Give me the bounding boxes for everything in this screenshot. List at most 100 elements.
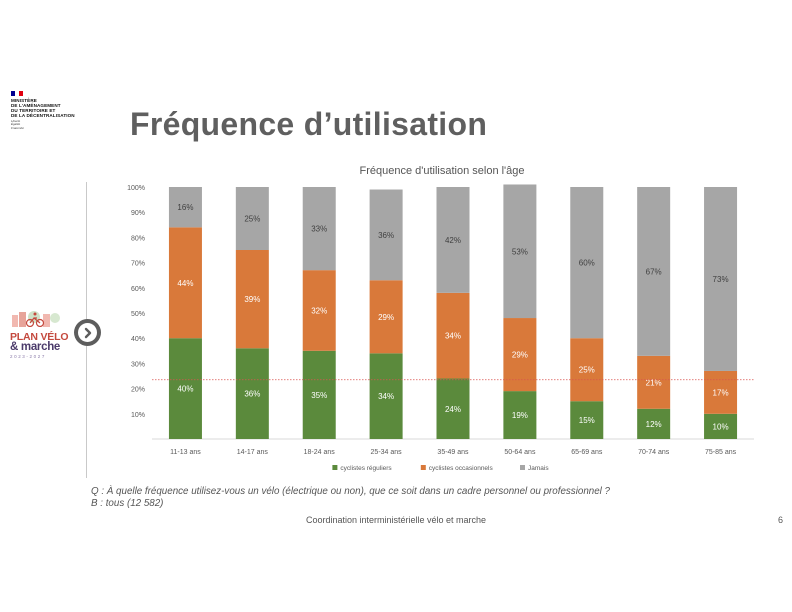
data-label: 25% bbox=[244, 215, 260, 224]
logo-line-3: 2023-2027 bbox=[10, 354, 46, 359]
survey-question: Q : À quelle fréquence utilisez-vous un … bbox=[91, 486, 610, 510]
legend: cyclistes réguliers cyclistes occasionnel… bbox=[332, 465, 549, 472]
legend-label: Jamais bbox=[528, 465, 549, 472]
legend-swatch bbox=[520, 465, 525, 470]
bar-segment bbox=[436, 187, 470, 293]
chevron-right-icon bbox=[84, 327, 91, 338]
base-text: B : tous (12 582) bbox=[91, 498, 164, 509]
legend-swatch bbox=[332, 465, 338, 470]
data-label: 44% bbox=[177, 279, 193, 288]
legend-swatch bbox=[420, 465, 426, 470]
data-label: 34% bbox=[445, 332, 461, 341]
y-tick-label: 30% bbox=[131, 361, 145, 368]
data-label: 16% bbox=[177, 203, 193, 212]
data-label: 73% bbox=[713, 275, 729, 284]
chart-title: Fréquence d'utilisation selon l'âge bbox=[359, 165, 524, 177]
plan-velo-logo: PLAN VÉLO & marche 2023-2027 bbox=[10, 309, 70, 359]
bar-segment bbox=[436, 292, 470, 379]
data-label: 53% bbox=[512, 247, 528, 256]
bar-segment bbox=[637, 355, 671, 409]
y-tick-label: 40% bbox=[131, 336, 145, 343]
bar-segment bbox=[436, 378, 470, 439]
data-label: 67% bbox=[646, 267, 662, 276]
data-label: 29% bbox=[512, 351, 528, 360]
bar-segment bbox=[503, 184, 537, 319]
bar-segment bbox=[235, 250, 269, 349]
x-tick-label: 14-17 ans bbox=[237, 449, 269, 456]
y-tick-label: 100% bbox=[127, 185, 145, 192]
x-tick-label: 65-69 ans bbox=[571, 449, 603, 456]
bar-segment bbox=[235, 187, 269, 250]
footer-text: Coordination interministérielle vélo et … bbox=[305, 515, 487, 525]
motto-line-2: Égalité bbox=[11, 122, 21, 127]
y-tick-label: 20% bbox=[131, 387, 145, 394]
bar-segment bbox=[369, 280, 403, 354]
ministry-line-2: DE L'AMÉNAGEMENT bbox=[11, 103, 61, 108]
ministry-line-3: DU TERRITOIRE ET bbox=[11, 108, 56, 113]
bar-segment bbox=[168, 187, 202, 228]
data-label: 12% bbox=[646, 420, 662, 429]
ministry-line-1: MINISTÈRE bbox=[11, 98, 37, 103]
y-tick-label: 60% bbox=[131, 286, 145, 293]
legend-label: cyclistes réguliers bbox=[340, 465, 392, 472]
data-label: 36% bbox=[378, 231, 394, 240]
bar-segment bbox=[637, 187, 671, 356]
y-tick-label: 90% bbox=[131, 210, 145, 217]
data-label: 35% bbox=[311, 391, 327, 400]
bar-segment bbox=[503, 391, 537, 439]
x-tick-label: 11-13 ans bbox=[170, 449, 201, 456]
data-label: 25% bbox=[579, 366, 595, 375]
y-axis: 10% 20% 30% 40% 50% 60% 70% 80% 90% 100% bbox=[127, 185, 145, 419]
x-tick-label: 50-64 ans bbox=[504, 449, 536, 456]
data-label: 32% bbox=[311, 306, 327, 315]
bar-segment bbox=[704, 370, 738, 414]
next-button[interactable] bbox=[74, 319, 101, 346]
city-bike-icon bbox=[12, 311, 60, 328]
data-label: 29% bbox=[378, 313, 394, 322]
page-number: 6 bbox=[778, 515, 784, 525]
bar-segment bbox=[302, 350, 336, 439]
ministry-name: MINISTÈRE DE L'AMÉNAGEMENT DU TERRITOIRE… bbox=[11, 98, 91, 118]
question-text: Q : À quelle fréquence utilisez-vous un … bbox=[91, 486, 611, 497]
bar-segment bbox=[637, 408, 671, 439]
data-label: 15% bbox=[579, 416, 595, 425]
logo-line-1: PLAN VÉLO bbox=[10, 331, 69, 343]
data-labels-group: 40% 44% 16% 36% 39% 25% 35% 32% 33% 34% 29% 36% 24% 3… bbox=[177, 203, 728, 431]
bar-segment bbox=[503, 318, 537, 392]
page-title: Fréquence d’utilisation bbox=[130, 106, 488, 142]
bar-segment bbox=[704, 187, 738, 371]
y-tick-label: 50% bbox=[131, 311, 145, 318]
y-tick-label: 70% bbox=[131, 261, 145, 268]
motto-line-3: Fraternité bbox=[11, 125, 24, 130]
data-label: 10% bbox=[713, 422, 729, 431]
data-label: 60% bbox=[579, 259, 595, 268]
bar-segment bbox=[369, 353, 403, 439]
data-label: 40% bbox=[177, 385, 193, 394]
ministry-line-4: DE LA DÉCENTRALISATION bbox=[11, 113, 75, 118]
french-flag-icon bbox=[11, 91, 23, 96]
logo-line-2: & marche bbox=[10, 341, 61, 353]
bar-segment bbox=[570, 187, 604, 339]
data-label: 34% bbox=[378, 392, 394, 401]
y-tick-label: 10% bbox=[131, 412, 145, 419]
ministry-motto: Liberté Égalité Fraternité bbox=[11, 119, 91, 130]
x-axis: 11-13 ans 14-17 ans 18-24 ans 25-34 ans 35-4… bbox=[170, 449, 736, 456]
y-tick-label: 80% bbox=[131, 235, 145, 242]
bar-segment bbox=[704, 413, 738, 439]
x-tick-label: 35-49 ans bbox=[437, 449, 469, 456]
data-label: 17% bbox=[713, 388, 729, 397]
data-label: 33% bbox=[311, 225, 327, 234]
x-tick-label: 75-85 ans bbox=[705, 449, 737, 456]
bar-segment bbox=[302, 270, 336, 351]
bar-segment bbox=[235, 348, 269, 439]
ministry-logo: MINISTÈRE DE L'AMÉNAGEMENT DU TERRITOIRE… bbox=[11, 91, 91, 130]
data-label: 36% bbox=[244, 390, 260, 399]
x-tick-label: 25-34 ans bbox=[371, 449, 403, 456]
motto-line-1: Liberté bbox=[11, 119, 21, 123]
data-label: 19% bbox=[512, 411, 528, 420]
bars-group bbox=[168, 184, 738, 439]
bar-segment bbox=[570, 401, 604, 439]
data-label: 24% bbox=[445, 405, 461, 414]
data-label: 21% bbox=[646, 378, 662, 387]
